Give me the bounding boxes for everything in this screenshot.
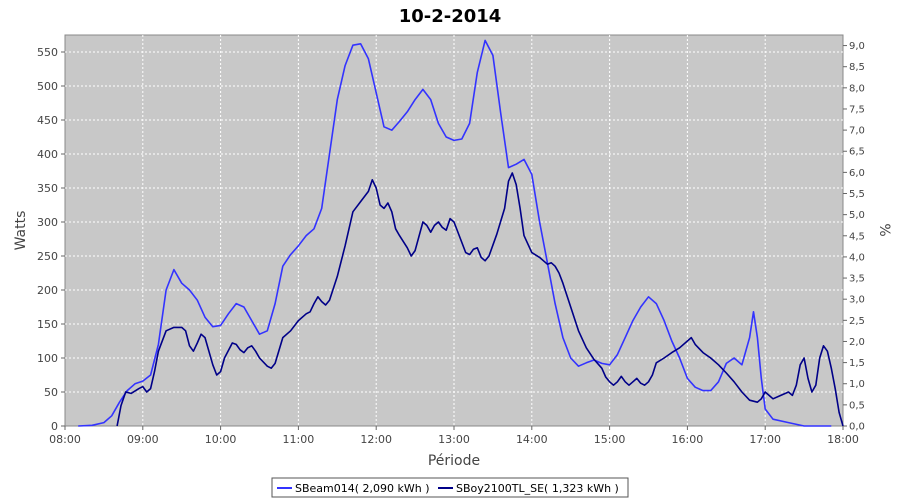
- y2-tick-label: 5,5: [849, 189, 865, 200]
- series-line-0: [78, 39, 832, 427]
- x-axis-label: Période: [428, 453, 480, 469]
- y2-tick-label: 1,5: [849, 358, 865, 369]
- y2-tick-label: 8,5: [849, 62, 865, 73]
- y-tick-label: 150: [37, 318, 58, 331]
- y2-tick-label: 6,0: [849, 168, 865, 179]
- y-tick-label: 550: [37, 46, 58, 59]
- legend-label-sbeam014: SBeam014( 2,090 kWh ): [295, 482, 430, 495]
- y2-tick-label: 3,0: [849, 295, 865, 306]
- y2-tick-label: 8,0: [849, 83, 865, 94]
- legend: SBeam014( 2,090 kWh ) SBoy2100TL_SE( 1,3…: [271, 477, 629, 498]
- y2-tick-label: 2,0: [849, 337, 865, 348]
- x-tick-label: 16:00: [672, 433, 704, 446]
- y2-tick-label: 4,5: [849, 231, 865, 242]
- y-tick-label: 350: [37, 182, 58, 195]
- series-line-1: [116, 172, 844, 427]
- y-tick-label: 400: [37, 148, 58, 161]
- grid-lines: [65, 35, 843, 426]
- y2-tick-label: 7,5: [849, 104, 865, 115]
- chart-title: 10-2-2014: [399, 6, 502, 27]
- y-axis-label: Watts: [13, 211, 29, 251]
- y-tick-label: 300: [37, 216, 58, 229]
- y-tick-label: 450: [37, 114, 58, 127]
- x-tick-label: 11:00: [283, 433, 315, 446]
- x-tick-label: 14:00: [516, 433, 548, 446]
- y2-tick-label: 1,0: [849, 379, 865, 390]
- x-tick-label: 08:00: [49, 433, 81, 446]
- x-tick-label: 10:00: [205, 433, 237, 446]
- y-tick-label: 500: [37, 80, 58, 93]
- x-tick-label: 09:00: [127, 433, 159, 446]
- y2-axis-label: %: [876, 223, 892, 236]
- y-tick-label: 0: [51, 420, 58, 433]
- y-tick-label: 200: [37, 284, 58, 297]
- y-tick-label: 100: [37, 352, 58, 365]
- y2-tick-label: 4,0: [849, 252, 865, 263]
- y2-axis: 0,0 0,5 1,0 1,5 2,0 2,5 3,0 3,5 4,0 4,5 5,0 5,5 6,0 6…: [843, 41, 865, 433]
- y2-tick-label: 3,5: [849, 274, 865, 285]
- x-tick-label: 15:00: [594, 433, 626, 446]
- y-tick-label: 50: [44, 386, 58, 399]
- x-tick-label: 18:00: [827, 433, 859, 446]
- x-axis: 08:00 09:00 10:00 11:00 12:00 13:00 14:00 15:00…: [49, 426, 859, 446]
- x-tick-label: 12:00: [360, 433, 392, 446]
- y-axis: 0 50 100 150 200 250 300 350 400 450 500 550: [37, 46, 65, 433]
- y2-tick-label: 6,5: [849, 147, 865, 158]
- x-tick-label: 13:00: [438, 433, 470, 446]
- y2-tick-label: 2,5: [849, 316, 865, 327]
- legend-label-sboy2100tl: SBoy2100TL_SE( 1,323 kWh ): [456, 482, 619, 495]
- y2-tick-label: 0,0: [849, 422, 865, 433]
- series-layer: [78, 39, 844, 427]
- y2-tick-label: 5,0: [849, 210, 865, 221]
- y2-tick-label: 0,5: [849, 400, 865, 411]
- y2-tick-label: 7,0: [849, 126, 865, 137]
- x-tick-label: 17:00: [749, 433, 781, 446]
- y-tick-label: 250: [37, 250, 58, 263]
- y2-tick-label: 9,0: [849, 41, 865, 52]
